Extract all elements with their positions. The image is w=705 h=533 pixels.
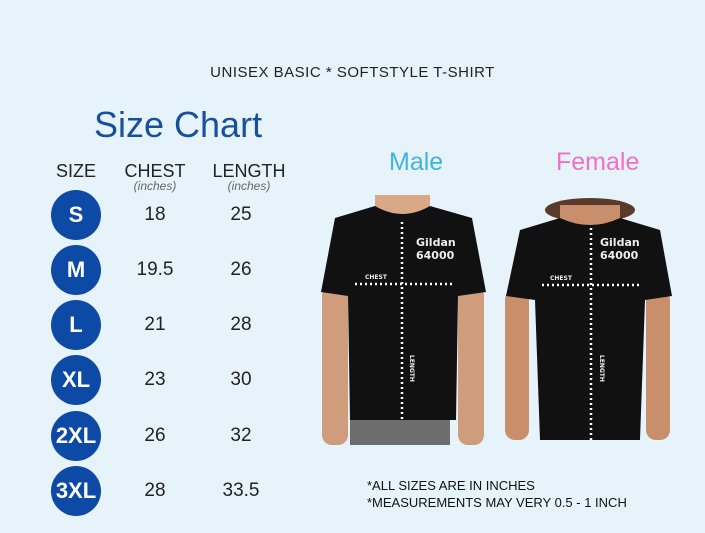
female-chest-text: CHEST xyxy=(550,275,573,282)
chest-value: 28 xyxy=(144,480,166,501)
female-length-text: LENGTH xyxy=(598,355,605,382)
length-value: 30 xyxy=(230,369,252,390)
note-tolerance: *MEASUREMENTS MAY VERY 0.5 - 1 INCH xyxy=(367,495,627,510)
size-badge: S xyxy=(51,190,101,240)
length-value: 32 xyxy=(230,425,252,446)
female-model-image: Gildan 64000 CHEST LENGTH xyxy=(505,198,672,440)
female-label: Female xyxy=(556,148,640,176)
female-model-text: 64000 xyxy=(600,249,639,262)
chest-value: 23 xyxy=(144,369,166,390)
size-badge: 2XL xyxy=(51,411,101,461)
chest-value: 26 xyxy=(144,425,166,446)
chest-value: 18 xyxy=(144,204,166,225)
size-badge: XL xyxy=(51,355,101,405)
size-badge: M xyxy=(51,245,101,295)
male-model-image: Gildan 64000 CHEST LENGTH xyxy=(321,195,486,445)
size-badge: 3XL xyxy=(51,466,101,516)
length-value: 33.5 xyxy=(222,480,260,501)
chest-value: 19.5 xyxy=(136,259,174,280)
header-chest: CHEST (inches) xyxy=(124,161,186,193)
male-length-text: LENGTH xyxy=(408,355,415,382)
size-badge: L xyxy=(51,300,101,350)
length-value: 28 xyxy=(230,314,252,335)
male-brand-text: Gildan xyxy=(416,236,456,249)
length-value: 25 xyxy=(230,204,252,225)
chart-title: Size Chart xyxy=(94,104,263,145)
header-size: SIZE xyxy=(55,161,96,181)
length-value: 26 xyxy=(230,259,252,280)
female-brand-text: Gildan xyxy=(600,236,640,249)
male-label: Male xyxy=(389,148,444,176)
male-model-text: 64000 xyxy=(416,249,455,262)
chest-value: 21 xyxy=(144,314,166,335)
note-units: *ALL SIZES ARE IN INCHES xyxy=(367,478,535,493)
header-length: LENGTH (inches) xyxy=(212,161,286,193)
male-chest-text: CHEST xyxy=(365,274,388,281)
product-title: UNISEX BASIC * SOFTSTYLE T-SHIRT xyxy=(210,64,495,81)
